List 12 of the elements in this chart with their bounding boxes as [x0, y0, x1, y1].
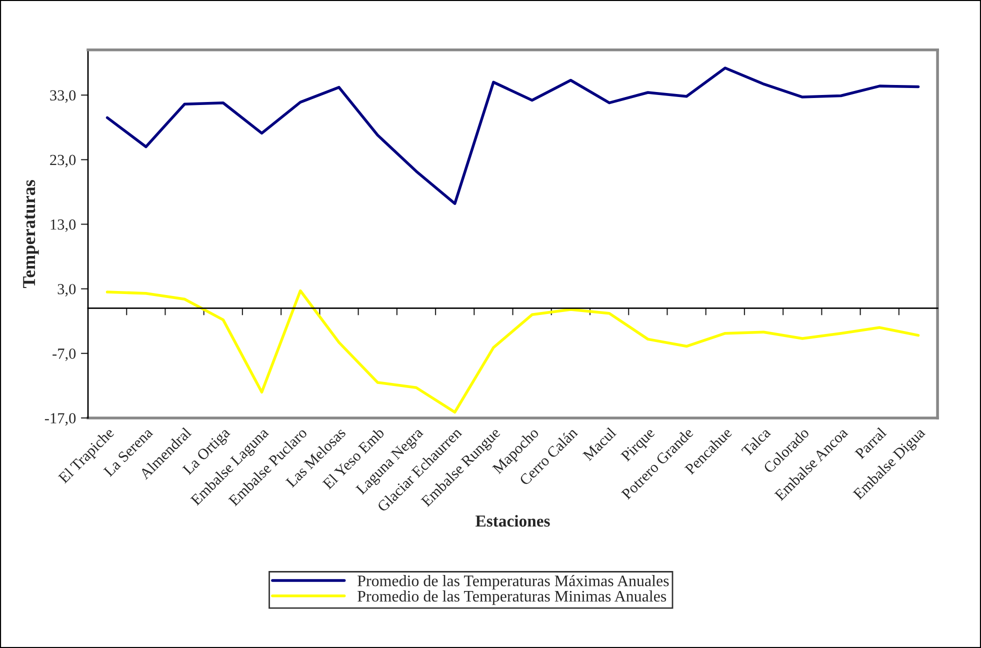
- line-series: [106, 289, 920, 414]
- y-tick-label: -7,0: [52, 348, 76, 362]
- y-tick-label: 3,0: [58, 284, 76, 296]
- y-tick-label: 33,0: [50, 90, 76, 103]
- y-axis-title: Temperaturas: [23, 180, 39, 288]
- line-series: [106, 66, 920, 205]
- x-axis-title: Estaciones: [476, 514, 550, 527]
- legend-label: Promedio de las Temperaturas Máximas Anuales: [358, 575, 669, 590]
- legend-label: Promedio de las Temperaturas Minimas Anuales: [358, 590, 666, 605]
- y-tick-label: -17,0: [44, 413, 76, 426]
- y-tick-label: 23,0: [50, 154, 76, 168]
- y-tick-label: 13,0: [50, 219, 76, 232]
